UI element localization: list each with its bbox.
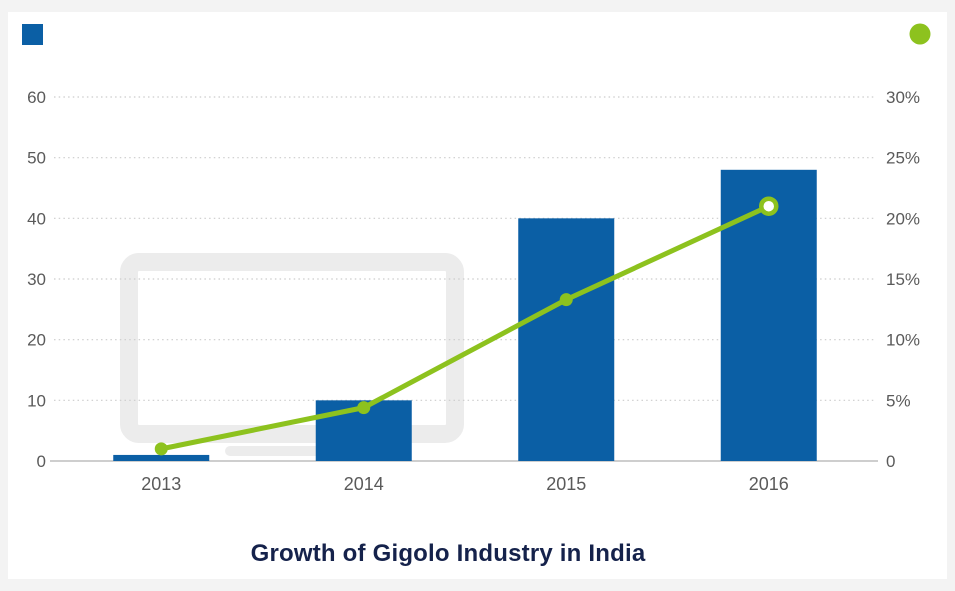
y-axis-label-left: 30 [27, 270, 46, 289]
chart-title: Growth of Gigolo Industry in India [250, 540, 646, 567]
y-axis-label-left: 60 [27, 88, 46, 107]
bar-2013[interactable] [113, 454, 210, 461]
y-axis-label-right: 10% [886, 331, 920, 350]
legend-bar-swatch [22, 24, 43, 45]
monitor-watermark-icon [120, 253, 464, 456]
y-axis-label-right: 20% [886, 209, 920, 228]
x-axis-label: 2016 [749, 474, 789, 494]
bar-2015[interactable] [518, 218, 615, 461]
y-axis-label-right: 25% [886, 149, 920, 168]
y-axis-label-right: 30% [886, 88, 920, 107]
y-axis-label-left: 0 [37, 452, 46, 471]
line-marker-2013[interactable] [154, 442, 168, 456]
y-axis-label-left: 10 [27, 391, 46, 410]
x-axis-label: 2015 [546, 474, 586, 494]
y-axis-label-right: 15% [886, 270, 920, 289]
legend-line-swatch [909, 23, 931, 45]
x-axis-label: 2014 [344, 474, 384, 494]
growth-chart: 0 10 20 30 40 50 60 0 5% 10% 15% 20% 25% 30% 2013 2014 2… [22, 23, 931, 494]
y-axis-label-right: 5% [886, 391, 911, 410]
y-axis-label-right: 0 [886, 452, 895, 471]
line-marker-2015[interactable] [559, 293, 573, 307]
y-axis-label-left: 50 [27, 149, 46, 168]
line-marker-2016[interactable] [759, 196, 779, 216]
line-marker-2014[interactable] [357, 401, 371, 415]
y-axis-label-left: 40 [27, 209, 46, 228]
line-path [158, 203, 772, 452]
y-axis-label-left: 20 [27, 331, 46, 350]
chart-card: 0 10 20 30 40 50 60 0 5% 10% 15% 20% 25% 30% 2013 2014 2… [8, 12, 947, 579]
x-axis-label: 2013 [141, 474, 181, 494]
